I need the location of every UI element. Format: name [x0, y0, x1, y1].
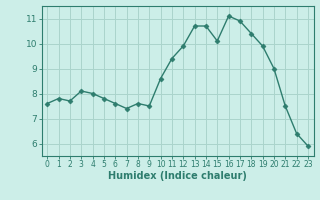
X-axis label: Humidex (Indice chaleur): Humidex (Indice chaleur) — [108, 171, 247, 181]
